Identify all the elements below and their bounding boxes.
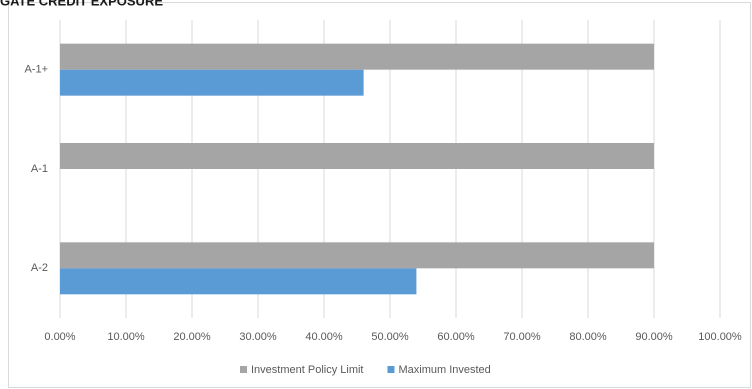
x-tick-label: 30.00%: [239, 331, 277, 343]
y-tick-label: A-2: [31, 262, 48, 274]
x-tick-label: 0.00%: [44, 331, 75, 343]
chart-border: [8, 2, 751, 388]
chart-title: GATE CREDIT EXPOSURE: [0, 0, 163, 8]
bar: [60, 268, 417, 295]
x-tick-label: 60.00%: [437, 331, 475, 343]
bar: [60, 143, 654, 169]
x-tick-label: 10.00%: [107, 331, 145, 343]
x-tick-label: 100.00%: [698, 331, 742, 343]
x-tick-label: 20.00%: [173, 331, 211, 343]
legend-swatch: [387, 366, 395, 373]
legend-label: Investment Policy Limit: [251, 364, 363, 376]
x-tick-label: 90.00%: [635, 331, 673, 343]
legend-swatch: [240, 366, 247, 373]
x-tick-label: 50.00%: [371, 331, 409, 343]
x-tick-label: 70.00%: [503, 331, 541, 343]
x-tick-label: 40.00%: [305, 331, 343, 343]
bar: [60, 69, 364, 96]
y-tick-label: A-1: [31, 163, 48, 175]
bar: [60, 43, 654, 70]
legend-label: Maximum Invested: [398, 364, 490, 376]
y-tick-label: A-1+: [24, 64, 48, 76]
bar: [60, 242, 654, 269]
x-tick-label: 80.00%: [569, 331, 607, 343]
